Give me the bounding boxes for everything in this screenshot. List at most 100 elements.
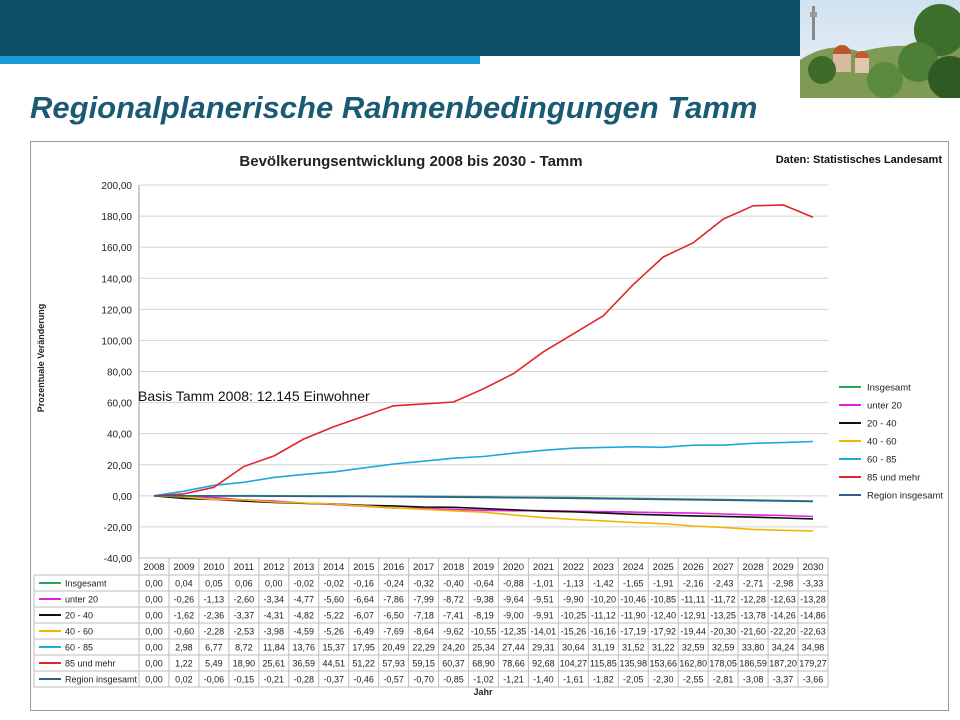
table-cell: -1,13 xyxy=(204,595,225,605)
table-cell: -11,11 xyxy=(681,595,705,605)
table-cell: -14,86 xyxy=(800,611,826,621)
table-cell: -17,92 xyxy=(650,627,676,637)
table-cell: -2,28 xyxy=(204,627,225,637)
x-tick-label: 2029 xyxy=(772,562,793,573)
table-cell: -7,86 xyxy=(383,595,404,605)
x-tick-label: 2020 xyxy=(503,562,524,573)
table-cell: -14,01 xyxy=(531,627,557,637)
table-cell: 0,06 xyxy=(235,579,253,589)
y-tick-label: -40,00 xyxy=(104,554,133,565)
table-cell: -13,28 xyxy=(800,595,826,605)
table-cell: 31,22 xyxy=(652,643,675,653)
table-cell: -0,28 xyxy=(294,675,315,685)
y-tick-label: 0,00 xyxy=(113,492,133,503)
table-cell: -0,40 xyxy=(443,579,464,589)
table-row-label: unter 20 xyxy=(65,595,98,605)
table-cell: -6,49 xyxy=(353,627,374,637)
table-cell: -1,91 xyxy=(653,579,674,589)
table-cell: 0,00 xyxy=(145,579,163,589)
table-cell: -2,43 xyxy=(713,579,734,589)
x-tick-label: 2016 xyxy=(383,562,404,573)
table-cell: -4,82 xyxy=(294,611,315,621)
legend-entry: 20 - 40 xyxy=(867,419,897,430)
table-cell: -13,78 xyxy=(740,611,766,621)
y-tick-label: 120,00 xyxy=(101,305,132,316)
table-cell: 34,98 xyxy=(802,643,825,653)
table-cell: -8,19 xyxy=(473,611,494,621)
table-cell: -22,20 xyxy=(770,627,796,637)
table-cell: 33,80 xyxy=(742,643,765,653)
table-cell: -6,50 xyxy=(383,611,404,621)
x-tick-label: 2014 xyxy=(323,562,344,573)
table-cell: 59,15 xyxy=(412,659,435,669)
table-cell: 31,52 xyxy=(622,643,645,653)
table-cell: 32,59 xyxy=(712,643,735,653)
table-cell: 162,80 xyxy=(679,659,707,669)
table-cell: -2,71 xyxy=(743,579,764,589)
header-band xyxy=(0,0,800,56)
table-cell: -1,65 xyxy=(623,579,644,589)
table-cell: 0,04 xyxy=(175,579,193,589)
table-cell: 25,34 xyxy=(472,643,495,653)
table-cell: -2,16 xyxy=(683,579,704,589)
basis-annotation: Basis Tamm 2008: 12.145 Einwohner xyxy=(138,388,370,404)
table-cell: -1,13 xyxy=(563,579,584,589)
table-cell: -0,85 xyxy=(443,675,464,685)
table-cell: -19,44 xyxy=(680,627,706,637)
population-chart: Bevölkerungsentwicklung 2008 bis 2030 - … xyxy=(33,153,943,697)
table-cell: -1,40 xyxy=(533,675,554,685)
table-cell: 68,90 xyxy=(472,659,495,669)
table-cell: 8,72 xyxy=(235,643,253,653)
table-cell: -0,21 xyxy=(264,675,285,685)
legend-entry: 40 - 60 xyxy=(867,437,897,448)
table-cell: 30,64 xyxy=(562,643,585,653)
x-tick-label: 2027 xyxy=(713,562,734,573)
table-cell: -10,55 xyxy=(471,627,497,637)
table-cell: -0,60 xyxy=(174,627,195,637)
table-cell: -12,91 xyxy=(680,611,706,621)
table-cell: 0,02 xyxy=(175,675,193,685)
x-tick-label: 2022 xyxy=(563,562,584,573)
table-cell: 1,22 xyxy=(175,659,193,669)
y-tick-label: 60,00 xyxy=(107,399,132,410)
table-cell: -10,85 xyxy=(650,595,676,605)
header-accent-stripe xyxy=(0,56,480,64)
table-cell: -1,01 xyxy=(533,579,554,589)
legend-entry: 85 und mehr xyxy=(867,473,920,484)
legend-entry: unter 20 xyxy=(867,401,902,412)
table-cell: -9,91 xyxy=(533,611,554,621)
slide-title: Regionalplanerische Rahmenbedingungen Ta… xyxy=(30,90,758,125)
table-cell: -3,08 xyxy=(743,675,764,685)
table-row-label: 85 und mehr xyxy=(65,659,116,669)
y-tick-label: 20,00 xyxy=(107,461,132,472)
table-cell: 178,05 xyxy=(709,659,737,669)
legend-entry: 60 - 85 xyxy=(867,455,897,466)
table-cell: -0,32 xyxy=(413,579,434,589)
table-cell: 60,37 xyxy=(442,659,465,669)
table-cell: -5,60 xyxy=(323,595,344,605)
table-cell: -7,69 xyxy=(383,627,404,637)
table-cell: -2,55 xyxy=(683,675,704,685)
table-cell: -11,12 xyxy=(591,611,616,621)
table-cell: 36,59 xyxy=(292,659,315,669)
table-cell: -10,46 xyxy=(621,595,647,605)
table-cell: -9,62 xyxy=(443,627,464,637)
table-cell: -6,07 xyxy=(353,611,374,621)
table-cell: -3,33 xyxy=(803,579,824,589)
table-cell: -8,64 xyxy=(413,627,434,637)
table-cell: 13,76 xyxy=(292,643,315,653)
table-cell: -2,81 xyxy=(713,675,734,685)
table-cell: -0,06 xyxy=(204,675,225,685)
table-cell: -16,16 xyxy=(591,627,617,637)
y-tick-label: 200,00 xyxy=(101,181,132,192)
table-cell: -13,25 xyxy=(710,611,736,621)
x-tick-label: 2013 xyxy=(293,562,314,573)
table-cell: 22,29 xyxy=(412,643,435,653)
x-tick-label: 2009 xyxy=(173,562,194,573)
table-cell: -3,66 xyxy=(803,675,824,685)
table-cell: -0,57 xyxy=(383,675,404,685)
table-cell: -17,19 xyxy=(621,627,647,637)
table-cell: -1,61 xyxy=(563,675,584,685)
table-cell: -12,40 xyxy=(650,611,676,621)
series-line xyxy=(153,440,814,497)
